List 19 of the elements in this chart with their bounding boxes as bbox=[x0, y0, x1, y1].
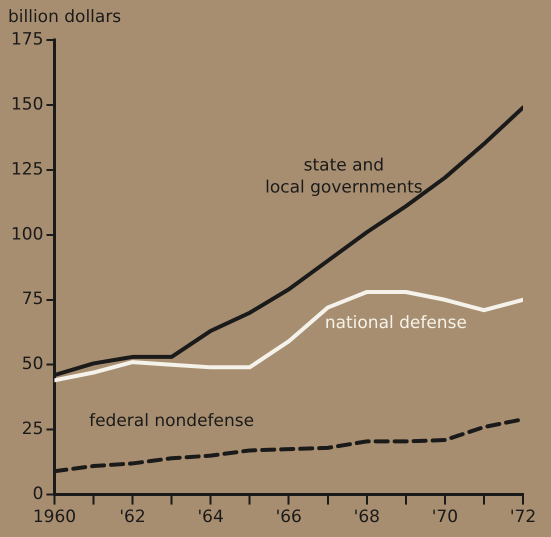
y-axis-title: billion dollars bbox=[8, 7, 122, 27]
x-tick-label: '62 bbox=[119, 507, 146, 528]
y-tick-label: 150 bbox=[10, 94, 44, 114]
x-tick-label: '68 bbox=[354, 507, 380, 528]
series-label: federal nondefense bbox=[89, 411, 254, 432]
x-tick-label: '64 bbox=[197, 507, 224, 528]
y-tick-label: 100 bbox=[10, 224, 44, 244]
y-tick-label: 50 bbox=[22, 354, 44, 374]
y-tick-label: 75 bbox=[22, 289, 44, 310]
y-tick-label: 25 bbox=[22, 419, 44, 440]
x-tick-label: '66 bbox=[276, 507, 302, 528]
y-tick-label: 125 bbox=[10, 159, 44, 180]
series-label: national defense bbox=[324, 312, 467, 333]
x-tick-label: 1960 bbox=[32, 507, 76, 528]
x-tick-label: '72 bbox=[510, 507, 536, 528]
x-tick-label: '70 bbox=[432, 507, 458, 528]
y-tick-label: 175 bbox=[10, 29, 44, 50]
y-tick-label: 0 bbox=[32, 484, 44, 504]
series-label: state and local governments bbox=[265, 155, 423, 198]
